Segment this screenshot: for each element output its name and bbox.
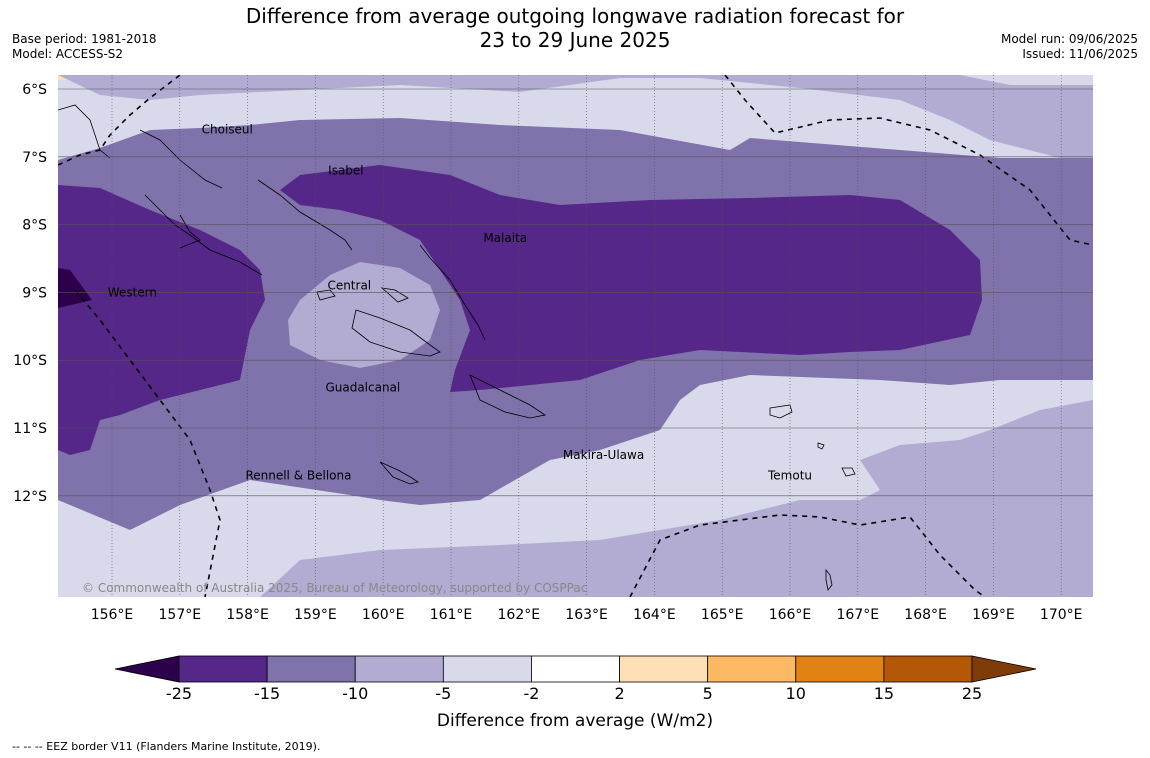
colorbar-max-arrow — [971, 655, 1037, 683]
map-figure: 6°S 7°S 8°S 9°S 10°S 11°S 12°S 156°E 157°E 158°E… — [13, 75, 1093, 731]
latitude-label: 8°S — [22, 218, 47, 234]
longitude-label: 159°E — [294, 607, 337, 623]
longitude-label: 161°E — [430, 607, 473, 623]
region-label: Guadalcanal — [325, 380, 400, 394]
colorbar-tick-label: 5 — [703, 684, 713, 703]
colorbar-swatch — [354, 655, 444, 683]
latitude-labels: 6°S 7°S 8°S 9°S 10°S 11°S 12°S — [13, 82, 47, 505]
model-info: Base period: 1981-2018 Model: ACCESS-S2 — [12, 32, 157, 62]
longitude-label: 169°E — [972, 607, 1015, 623]
model-name: Model: ACCESS-S2 — [12, 47, 124, 61]
colorbar-tick-label: 25 — [962, 684, 982, 703]
colorbar-label: Difference from average (W/m2) — [437, 711, 713, 731]
longitude-labels: 156°E 157°E 158°E 159°E 160°E 161°E 162°E 163°E… — [91, 607, 1083, 623]
colorbar-swatch — [531, 655, 620, 683]
longitude-label: 167°E — [837, 607, 880, 623]
band-minus25-to-minus15 — [58, 185, 265, 455]
colorbar-swatch — [442, 655, 532, 683]
region-label: Choiseul — [202, 123, 253, 137]
longitude-label: 156°E — [91, 607, 134, 623]
colorbar-swatch — [178, 655, 268, 683]
copyright-notice: © Commonwealth of Australia 2025, Bureau… — [82, 581, 587, 595]
band-le-minus25 — [58, 268, 92, 308]
region-label: Makira-Ulawa — [563, 448, 644, 462]
colorbar-tick-label: 2 — [614, 684, 624, 703]
region-label: Temotu — [767, 468, 812, 482]
colorbar-tick-label: -10 — [342, 684, 368, 703]
map-title: Difference from average outgoing longwav… — [0, 4, 1150, 52]
title-line-1: Difference from average outgoing longwav… — [245, 4, 905, 28]
band-minus10-to-minus5 — [58, 75, 1093, 597]
longitude-label: 163°E — [565, 607, 608, 623]
map-graticule — [58, 75, 1093, 597]
colorbar-swatch — [883, 655, 973, 683]
region-label: Rennell & Bellona — [245, 468, 351, 482]
colorbar-swatch — [266, 655, 356, 683]
eez-footnote: -- -- -- EEZ border V11 (Flanders Marine… — [12, 740, 321, 753]
colorbar-tick-label: -15 — [254, 684, 280, 703]
colorbar: -25 -15 -10 -5 -2 2 5 10 15 25 Difference from av… — [114, 655, 1037, 731]
colorbar-swatch — [707, 655, 797, 683]
region-label: Central — [327, 279, 371, 293]
colorbar-min-arrow — [114, 655, 180, 683]
band-minus25-to-minus15-east — [280, 165, 982, 392]
region-label: Malaita — [483, 231, 527, 245]
longitude-label: 170°E — [1040, 607, 1083, 623]
title-line-2: 23 to 29 June 2025 — [479, 28, 671, 52]
latitude-label: 11°S — [13, 421, 47, 437]
model-run: Model run: 09/06/2025 — [1000, 32, 1138, 46]
longitude-label: 160°E — [362, 607, 405, 623]
map-plot-area — [58, 75, 1093, 597]
latitude-label: 7°S — [22, 150, 47, 166]
longitude-label: 162°E — [498, 607, 541, 623]
latitude-label: 12°S — [13, 489, 47, 505]
colorbar-tick-label: -5 — [435, 684, 451, 703]
region-labels: Choiseul Isabel Malaita Western Central Guada… — [108, 123, 812, 483]
longitude-label: 157°E — [159, 607, 202, 623]
region-label: Isabel — [328, 163, 363, 177]
latitude-label: 10°S — [13, 353, 47, 369]
base-period: Base period: 1981-2018 — [12, 32, 157, 46]
longitude-label: 166°E — [769, 607, 812, 623]
longitude-label: 168°E — [904, 607, 947, 623]
colorbar-tick-label: 10 — [786, 684, 806, 703]
band-minus10-to-minus5-centre — [288, 262, 440, 368]
colorbar-tick-label: -25 — [166, 684, 192, 703]
colorbar-swatch — [619, 655, 709, 683]
colorbar-tick-label: 15 — [874, 684, 894, 703]
region-label: Western — [108, 285, 157, 299]
longitude-label: 165°E — [701, 607, 744, 623]
issued-date: Issued: 11/06/2025 — [1022, 47, 1138, 61]
longitude-label: 158°E — [226, 607, 269, 623]
latitude-label: 6°S — [22, 82, 47, 98]
colorbar-swatch — [795, 655, 885, 683]
colorbar-tick-label: -2 — [523, 684, 539, 703]
eez-borders — [58, 75, 1093, 597]
longitude-label: 164°E — [633, 607, 676, 623]
run-info: Model run: 09/06/2025 Issued: 11/06/2025 — [1001, 32, 1138, 62]
latitude-label: 9°S — [22, 285, 47, 301]
